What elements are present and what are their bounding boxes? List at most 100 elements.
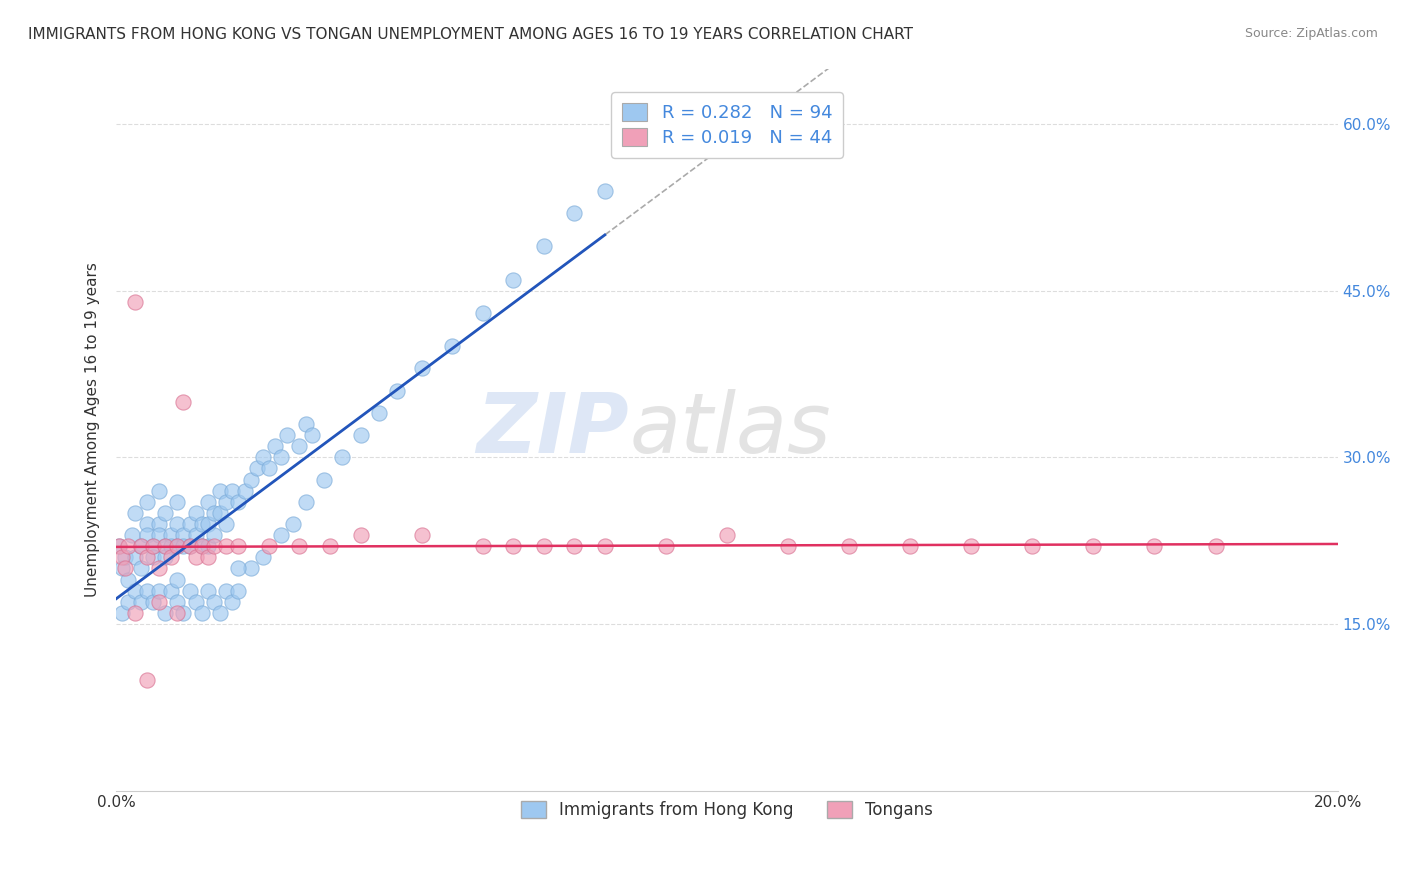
Point bbox=[197, 539, 219, 553]
Point bbox=[124, 294, 146, 309]
Point bbox=[294, 495, 316, 509]
Point bbox=[166, 539, 188, 553]
Point bbox=[502, 539, 524, 553]
Point bbox=[142, 539, 165, 553]
Point bbox=[252, 450, 274, 465]
Point bbox=[135, 673, 157, 687]
Point bbox=[502, 272, 524, 286]
Point bbox=[160, 539, 183, 553]
Point bbox=[898, 539, 921, 553]
Text: IMMIGRANTS FROM HONG KONG VS TONGAN UNEMPLOYMENT AMONG AGES 16 TO 19 YEARS CORRE: IMMIGRANTS FROM HONG KONG VS TONGAN UNEM… bbox=[28, 27, 912, 42]
Point bbox=[172, 539, 194, 553]
Point bbox=[166, 606, 188, 620]
Point bbox=[562, 539, 585, 553]
Point bbox=[215, 539, 238, 553]
Point bbox=[202, 528, 225, 542]
Point bbox=[1143, 539, 1166, 553]
Point bbox=[191, 516, 214, 531]
Point bbox=[228, 561, 250, 575]
Point bbox=[202, 595, 225, 609]
Point bbox=[172, 528, 194, 542]
Point bbox=[716, 528, 738, 542]
Point bbox=[135, 528, 157, 542]
Point bbox=[330, 450, 353, 465]
Point bbox=[135, 495, 157, 509]
Point bbox=[257, 461, 280, 475]
Point bbox=[202, 506, 225, 520]
Point bbox=[221, 595, 243, 609]
Point bbox=[111, 550, 134, 565]
Point bbox=[215, 516, 238, 531]
Point bbox=[215, 583, 238, 598]
Point bbox=[533, 239, 555, 253]
Point bbox=[166, 573, 188, 587]
Point bbox=[1021, 539, 1043, 553]
Point bbox=[184, 528, 207, 542]
Point bbox=[1083, 539, 1105, 553]
Point bbox=[838, 539, 860, 553]
Point bbox=[108, 539, 131, 553]
Point bbox=[197, 495, 219, 509]
Point bbox=[153, 550, 176, 565]
Point bbox=[129, 595, 152, 609]
Point bbox=[135, 583, 157, 598]
Point bbox=[148, 516, 170, 531]
Point bbox=[197, 583, 219, 598]
Point bbox=[142, 595, 165, 609]
Point bbox=[160, 550, 183, 565]
Point bbox=[142, 550, 165, 565]
Point bbox=[228, 583, 250, 598]
Point bbox=[121, 528, 143, 542]
Point bbox=[233, 483, 256, 498]
Point bbox=[209, 606, 232, 620]
Point bbox=[117, 573, 139, 587]
Point bbox=[124, 506, 146, 520]
Point bbox=[129, 539, 152, 553]
Point bbox=[129, 539, 152, 553]
Point bbox=[349, 428, 371, 442]
Point bbox=[533, 539, 555, 553]
Point bbox=[135, 516, 157, 531]
Point bbox=[111, 606, 134, 620]
Point bbox=[166, 516, 188, 531]
Point bbox=[593, 184, 616, 198]
Point bbox=[148, 483, 170, 498]
Text: Source: ZipAtlas.com: Source: ZipAtlas.com bbox=[1244, 27, 1378, 40]
Point bbox=[1205, 539, 1227, 553]
Point bbox=[197, 516, 219, 531]
Point bbox=[191, 539, 214, 553]
Point bbox=[124, 606, 146, 620]
Point bbox=[960, 539, 983, 553]
Point bbox=[367, 406, 389, 420]
Point bbox=[148, 595, 170, 609]
Point bbox=[593, 539, 616, 553]
Legend: Immigrants from Hong Kong, Tongans: Immigrants from Hong Kong, Tongans bbox=[515, 794, 939, 826]
Point bbox=[270, 450, 292, 465]
Point bbox=[172, 606, 194, 620]
Point bbox=[135, 550, 157, 565]
Point bbox=[776, 539, 799, 553]
Point bbox=[312, 473, 335, 487]
Y-axis label: Unemployment Among Ages 16 to 19 years: Unemployment Among Ages 16 to 19 years bbox=[86, 262, 100, 597]
Point bbox=[153, 506, 176, 520]
Point bbox=[202, 539, 225, 553]
Point bbox=[153, 606, 176, 620]
Point bbox=[117, 595, 139, 609]
Point bbox=[228, 495, 250, 509]
Point bbox=[148, 528, 170, 542]
Point bbox=[179, 516, 201, 531]
Point bbox=[239, 473, 262, 487]
Point bbox=[655, 539, 678, 553]
Point bbox=[124, 583, 146, 598]
Point bbox=[270, 528, 292, 542]
Point bbox=[228, 539, 250, 553]
Point bbox=[257, 539, 280, 553]
Point bbox=[166, 495, 188, 509]
Point bbox=[288, 439, 311, 453]
Point bbox=[209, 483, 232, 498]
Point bbox=[239, 561, 262, 575]
Point bbox=[124, 550, 146, 565]
Point bbox=[294, 417, 316, 431]
Point bbox=[153, 539, 176, 553]
Point bbox=[179, 539, 201, 553]
